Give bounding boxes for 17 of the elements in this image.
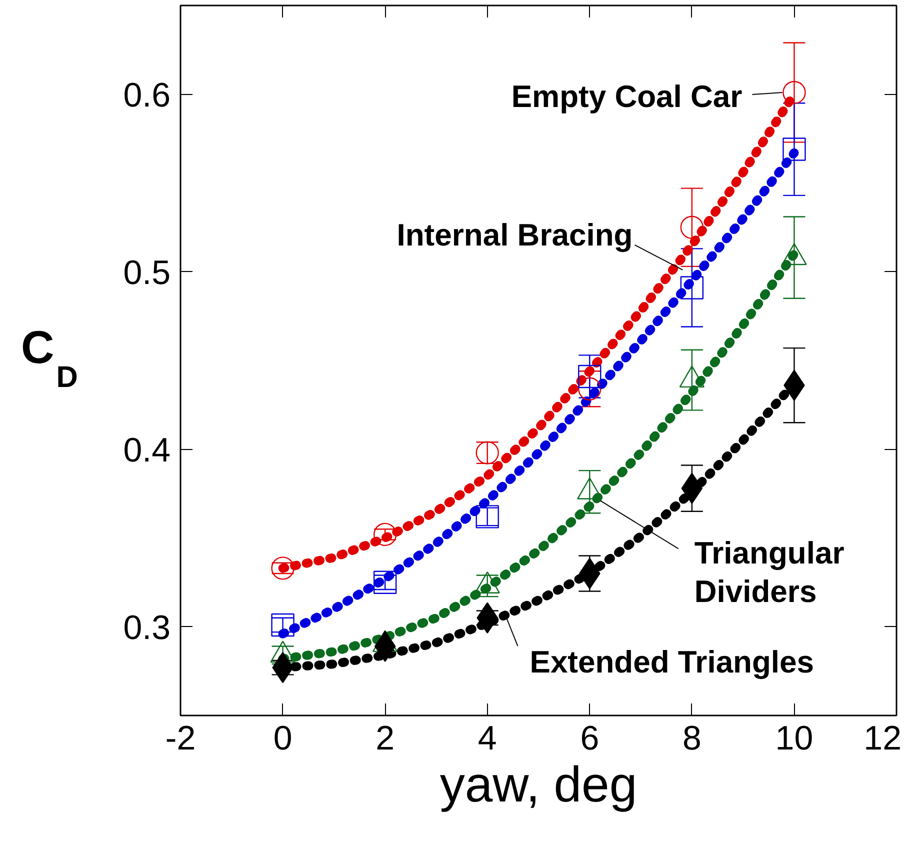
y-tick-label: 0.5 (123, 254, 170, 292)
x-tick-label: 8 (682, 720, 702, 758)
x-axis-title: yaw, deg (440, 756, 638, 812)
x-tick-label: 4 (478, 720, 497, 758)
x-tick-label: -2 (165, 720, 196, 758)
x-tick-label: 6 (580, 720, 600, 758)
y-tick-label: 0.3 (123, 608, 170, 647)
annotation: Extended Triangles (530, 644, 814, 680)
y-tick-label: 0.4 (123, 431, 170, 470)
x-tick-label: 12 (864, 720, 902, 758)
x-tick-label: 10 (775, 720, 814, 758)
x-tick-label: 0 (273, 720, 292, 758)
annotation: Internal Bracing (396, 217, 633, 252)
x-tick-label: 2 (376, 720, 395, 758)
annotation: Empty Coal Car (511, 78, 742, 114)
annotation: Triangular Dividers (694, 536, 844, 610)
y-tick-label: 0.6 (123, 76, 170, 114)
